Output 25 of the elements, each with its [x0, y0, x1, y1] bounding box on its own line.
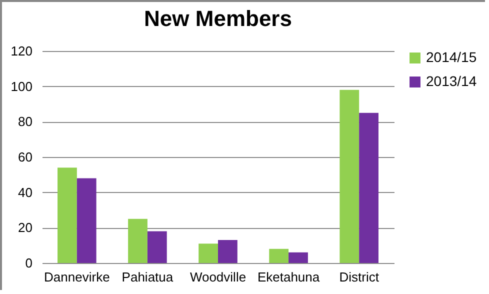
chart-title: New Members	[144, 6, 292, 31]
x-tick-label: District	[339, 270, 380, 284]
bar	[147, 231, 167, 263]
x-tick-label: Eketahuna	[257, 270, 320, 284]
legend-label: 2013/14	[426, 73, 477, 89]
bar	[269, 248, 289, 263]
y-tick-label: 0	[25, 256, 32, 270]
bar	[198, 244, 218, 263]
bar	[58, 168, 77, 263]
y-tick-label: 60	[18, 150, 32, 164]
x-tick-label: Woodville	[190, 270, 246, 284]
y-tick-label: 120	[10, 44, 32, 58]
y-tick-label: 100	[10, 78, 32, 94]
y-tick-label: 40	[18, 184, 32, 200]
bar	[359, 112, 378, 263]
bar	[128, 218, 148, 263]
x-tick-label: Pahiatua	[122, 270, 174, 284]
bar	[288, 252, 308, 263]
legend-label: 2014/15	[426, 49, 477, 65]
bar	[340, 90, 360, 263]
bar	[218, 240, 238, 263]
x-tick-label: Dannevirke	[44, 270, 110, 284]
bar	[76, 178, 96, 263]
y-tick-label: 80	[18, 114, 32, 130]
y-tick-label: 20	[18, 220, 32, 236]
